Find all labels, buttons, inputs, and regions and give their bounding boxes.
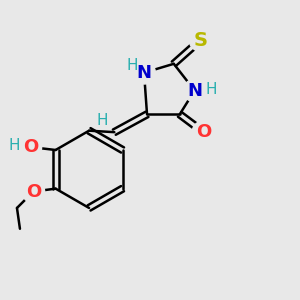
Circle shape <box>192 121 215 143</box>
Text: O: O <box>196 123 211 141</box>
Circle shape <box>133 61 155 84</box>
Text: H: H <box>97 113 108 128</box>
Circle shape <box>183 79 206 102</box>
Circle shape <box>189 29 212 51</box>
Text: O: O <box>26 183 41 201</box>
Circle shape <box>22 180 45 203</box>
Text: N: N <box>136 64 152 82</box>
Text: S: S <box>194 31 208 50</box>
Text: O: O <box>23 138 38 156</box>
Text: H: H <box>205 82 217 97</box>
Text: H: H <box>8 138 20 153</box>
Text: H: H <box>126 58 138 73</box>
Text: N: N <box>187 82 202 100</box>
Circle shape <box>19 136 42 158</box>
